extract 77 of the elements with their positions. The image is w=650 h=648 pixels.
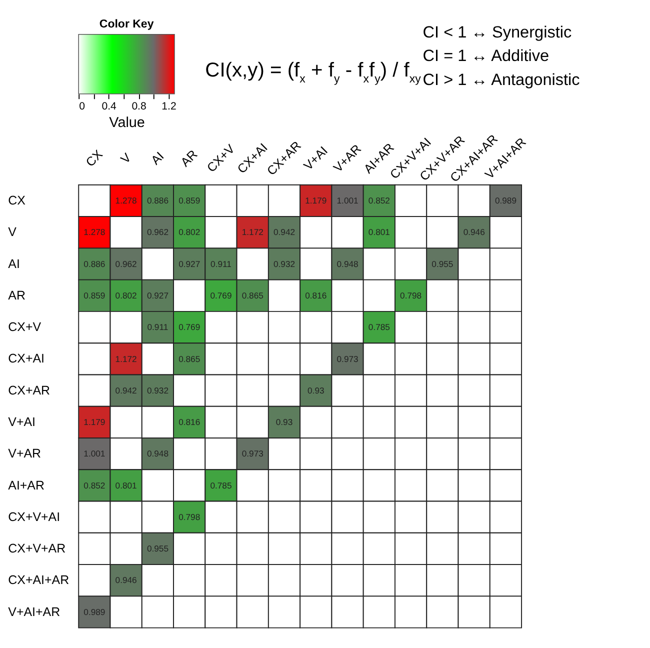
data-label: 0.948: [146, 448, 169, 459]
data-label: 1.172: [242, 227, 264, 238]
y-tick-label: CX+AR: [8, 383, 50, 398]
data-label: 0.859: [84, 290, 106, 301]
data-label: 0.942: [115, 385, 138, 396]
data-label: 0.886: [84, 258, 106, 269]
data-label: 0.962: [115, 258, 138, 269]
data-label: 1.001: [336, 196, 359, 206]
color-bar-title: Value: [109, 114, 145, 131]
data-label: 0.886: [146, 196, 169, 206]
text: CI = 1 ↔ Additive: [422, 47, 550, 66]
x-tick-label: AI: [148, 149, 167, 168]
y-tick-label: AI: [8, 256, 20, 271]
y-tick-label: V+AI+AR: [8, 604, 60, 619]
color-bar-label: 0.4: [102, 100, 117, 113]
y-tick-label: V+AR: [8, 446, 42, 461]
data-label: 0.911: [210, 258, 232, 269]
x-tick-label: CX: [83, 146, 106, 170]
y-tick-label: CX+V+AI: [8, 510, 60, 524]
data-label: 0.946: [463, 227, 486, 238]
data-label: 0.989: [494, 196, 517, 206]
data-label: 1.278: [115, 196, 138, 206]
legend-title: Color Key: [99, 18, 154, 30]
data-label: 0.816: [178, 417, 200, 428]
data-label: 0.955: [146, 544, 169, 554]
data-label: 0.955: [432, 258, 454, 269]
data-label: 0.769: [210, 290, 232, 301]
data-label: 0.816: [305, 290, 327, 301]
y-tick-label: AR: [8, 288, 26, 302]
data-label: 0.93: [308, 385, 324, 396]
data-label: 0.927: [178, 258, 200, 269]
data-label: 0.973: [242, 448, 264, 459]
data-label: 0.785: [210, 480, 232, 490]
data-label: 0.962: [146, 227, 169, 238]
data-label: 0.989: [84, 606, 106, 617]
data-label: 0.802: [178, 227, 200, 238]
data-label: 0.946: [115, 575, 138, 586]
data-label: 0.932: [146, 385, 169, 396]
y-tick-label: AI+AR: [8, 478, 44, 492]
color-bar-label: 0: [79, 100, 86, 113]
data-label: 0.911: [147, 322, 168, 332]
data-label: 0.798: [400, 290, 422, 301]
y-tick-label: CX+AI: [8, 352, 44, 366]
data-label: 1.179: [305, 196, 327, 206]
y-tick-label: CX+V+AR: [8, 542, 66, 556]
data-label: 0.948: [336, 258, 359, 269]
y-tick-label: V+AI: [8, 415, 36, 430]
y-tick-label: CX+AI+AR: [8, 573, 70, 588]
data-label: 0.865: [242, 290, 264, 301]
data-label: 0.932: [273, 258, 296, 269]
data-label: 0.801: [115, 480, 138, 490]
data-label: 1.001: [84, 448, 106, 459]
text: CI < 1 ↔ Synergistic: [422, 23, 572, 42]
color-bar-label: 0.8: [132, 100, 146, 113]
data-label: 0.865: [178, 354, 200, 364]
x-tick-label: AR: [178, 147, 200, 170]
data-label: 0.942: [273, 227, 296, 238]
data-label: 1.179: [84, 417, 106, 428]
data-label: 0.852: [84, 480, 106, 490]
data-label: 0.852: [368, 196, 390, 206]
data-label: 1.172: [115, 354, 138, 364]
y-tick-label: CX: [8, 194, 26, 208]
data-label: 0.785: [368, 322, 390, 332]
data-label: 0.93: [276, 417, 293, 428]
text: CI > 1 ↔ Antagonistic: [422, 71, 580, 90]
color-bar-label: 1.2: [162, 100, 176, 113]
data-label: 0.973: [336, 354, 359, 364]
x-tick-label: V: [118, 150, 134, 166]
data-label: 0.859: [178, 196, 200, 206]
data-label: 1.278: [84, 227, 106, 238]
data-label: 0.798: [178, 512, 200, 522]
y-tick-label: V: [8, 225, 18, 240]
data-label: 0.801: [368, 227, 390, 238]
data-label: 0.927: [146, 290, 169, 301]
y-tick-label: CX+V: [8, 320, 42, 334]
data-label: 0.769: [178, 322, 200, 332]
data-label: 0.802: [115, 290, 138, 301]
